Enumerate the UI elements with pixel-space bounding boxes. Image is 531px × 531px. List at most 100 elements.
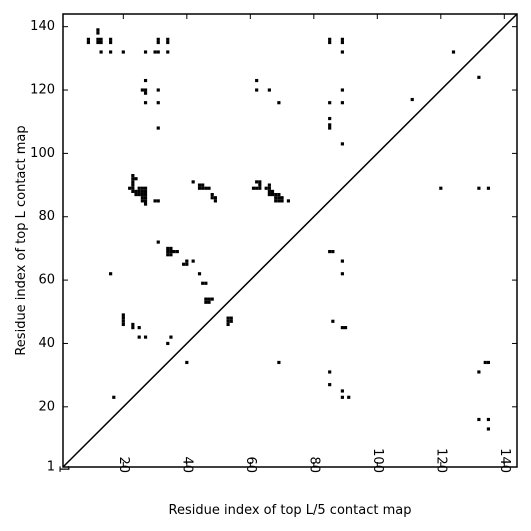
contact-point <box>451 50 456 54</box>
y-tick-label: 40 <box>38 336 55 351</box>
contact-point <box>280 199 284 203</box>
contact-point <box>439 186 443 190</box>
contact-point <box>131 322 135 327</box>
contact-point <box>270 189 275 193</box>
contact-point <box>331 250 335 254</box>
x-tick-label: 80 <box>306 456 321 473</box>
contact-point <box>340 40 344 45</box>
contact-point <box>166 50 170 54</box>
contact-point <box>156 126 160 130</box>
contact-point <box>347 395 351 399</box>
y-tick-label: 60 <box>38 273 55 288</box>
x-tick-label: 1 <box>56 465 71 473</box>
contact-point <box>328 101 332 105</box>
contact-point <box>410 97 414 102</box>
contact-point <box>185 360 189 365</box>
contact-point <box>96 37 100 41</box>
x-tick-label: 140 <box>497 448 512 473</box>
contact-point <box>153 199 157 203</box>
contact-point <box>483 360 487 365</box>
contact-point <box>185 259 189 263</box>
contact-point <box>121 319 125 323</box>
contact-point <box>191 180 195 184</box>
contact-point <box>267 192 271 197</box>
contact-point <box>137 335 141 339</box>
x-tick-label: 100 <box>370 448 385 473</box>
contact-point <box>258 186 262 190</box>
contact-point <box>201 183 205 187</box>
contact-point <box>96 31 100 35</box>
y-tick-label: 140 <box>30 19 55 34</box>
contact-point <box>267 88 271 92</box>
contact-point <box>207 186 211 190</box>
contact-point <box>340 101 344 105</box>
contact-point <box>137 326 141 330</box>
contact-point <box>143 50 148 54</box>
contact-point <box>340 272 344 276</box>
contact-point <box>340 389 344 393</box>
contact-point <box>143 88 148 92</box>
contact-point <box>197 183 202 187</box>
contact-point <box>99 37 103 41</box>
contact-point <box>328 40 332 45</box>
contact-point <box>109 37 113 41</box>
contact-point <box>156 88 160 92</box>
contact-point <box>166 40 170 45</box>
contact-point <box>140 199 144 203</box>
contact-point <box>477 417 481 422</box>
contact-point <box>156 199 160 203</box>
contact-point <box>328 37 332 41</box>
y-tick-label: 80 <box>38 209 55 224</box>
contact-point <box>143 202 148 206</box>
contact-point <box>166 37 170 41</box>
contact-point <box>255 88 259 92</box>
contact-point <box>140 192 144 197</box>
contact-point <box>277 101 281 105</box>
contact-points <box>86 28 491 431</box>
contact-point <box>112 395 116 399</box>
contact-point <box>131 177 135 181</box>
contact-point <box>226 319 230 323</box>
contact-point <box>213 196 217 200</box>
contact-point <box>134 189 138 193</box>
contact-point <box>137 192 141 197</box>
contact-point <box>137 186 141 190</box>
contact-point <box>286 199 290 203</box>
contact-point <box>258 180 262 184</box>
contact-point <box>175 250 179 254</box>
plot-frame <box>62 13 518 468</box>
contact-point <box>486 360 491 365</box>
contact-point <box>131 180 135 184</box>
contact-point <box>328 250 332 254</box>
contact-point <box>328 116 332 121</box>
contact-point <box>201 186 205 190</box>
contact-point <box>169 250 173 254</box>
contact-point <box>134 192 138 197</box>
contact-point <box>86 40 90 45</box>
x-tick-label: 40 <box>179 456 194 473</box>
contact-point <box>280 196 284 200</box>
contact-point <box>140 189 144 193</box>
contact-point <box>328 126 332 130</box>
contact-point <box>143 101 148 105</box>
contact-point <box>96 28 100 32</box>
contact-point <box>143 78 148 83</box>
contact-point <box>153 50 157 54</box>
contact-point <box>207 300 211 304</box>
contact-point <box>86 37 90 41</box>
contact-point <box>340 259 344 263</box>
contact-point <box>140 88 144 92</box>
contact-point <box>204 297 208 301</box>
contact-point <box>274 196 278 200</box>
contact-point <box>172 250 176 254</box>
contact-point <box>131 173 135 178</box>
contact-point <box>166 246 170 251</box>
contact-point <box>204 300 208 304</box>
contact-point <box>109 50 113 54</box>
contact-point <box>156 37 160 41</box>
contact-point <box>486 186 491 190</box>
contact-point <box>277 360 281 365</box>
contact-point <box>204 281 208 285</box>
contact-point <box>226 322 230 327</box>
